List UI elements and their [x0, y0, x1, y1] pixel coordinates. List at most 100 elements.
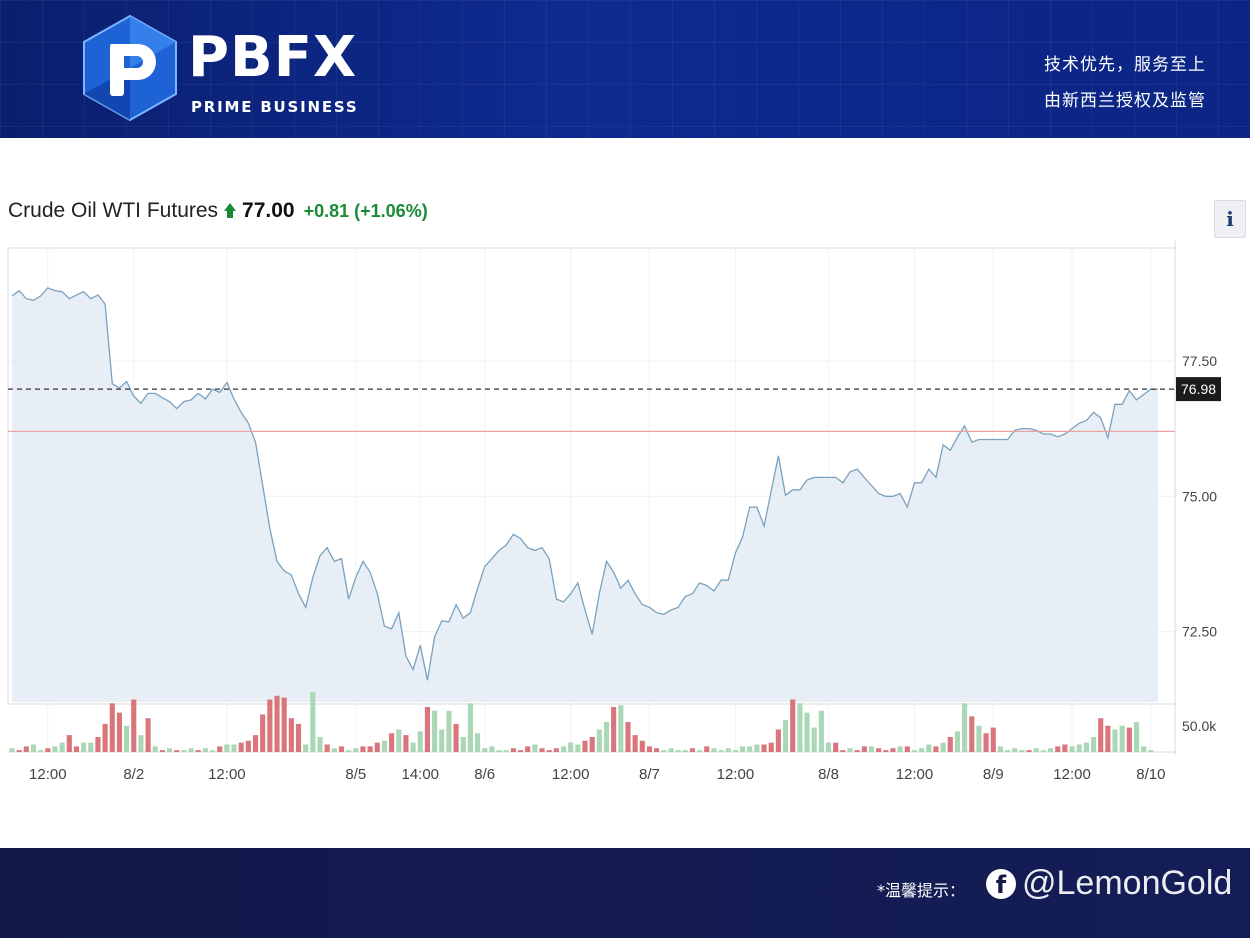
x-tick-label: 12:00	[896, 766, 934, 783]
volume-bar	[446, 710, 452, 752]
volume-bar	[260, 714, 266, 752]
volume-bar	[1083, 742, 1089, 752]
info-button[interactable]: i	[1214, 200, 1246, 238]
volume-bar	[689, 748, 695, 752]
last-price: 77.00	[242, 199, 295, 222]
bottom-banner	[0, 848, 1250, 938]
volume-bar	[396, 729, 402, 752]
volume-bar	[489, 746, 495, 752]
volume-bar	[976, 725, 982, 752]
volume-bar	[417, 731, 423, 752]
price-chart: 72.50 75.00 77.50 76.98 50.0k 12:00 8/2 12:00 8/…	[7, 240, 1221, 783]
volume-bar	[818, 710, 824, 752]
volume-bar	[639, 740, 645, 752]
volume-bar	[145, 718, 151, 752]
volume-bar	[410, 742, 416, 752]
volume-bar	[209, 750, 216, 752]
volume-bar	[338, 746, 345, 752]
volume-bar	[546, 750, 552, 752]
volume-axis-label: 50.0k	[1182, 718, 1217, 734]
volume-bar	[174, 750, 180, 752]
current-price-tag	[1176, 377, 1221, 402]
volume-bar	[1062, 744, 1068, 752]
x-tick-label: 14:00	[401, 766, 439, 783]
volume-bar	[804, 712, 810, 752]
logo-wordmark: PBFX	[188, 25, 358, 90]
x-tick-label: 8/6	[474, 766, 495, 783]
current-price-label: 76.98	[1181, 381, 1216, 397]
volume-bar	[1141, 746, 1147, 752]
volume-bar	[1090, 737, 1097, 752]
pbfx-logo-icon	[83, 14, 177, 122]
volume-bar	[718, 750, 724, 752]
x-tick-label: 8/9	[983, 766, 1004, 783]
volume-bar	[95, 737, 101, 752]
volume-bar	[245, 740, 251, 752]
volume-bar	[1026, 750, 1032, 752]
volume-bar	[303, 744, 309, 752]
volume-bar	[367, 746, 373, 752]
volume-bar	[532, 744, 538, 752]
volume-bar	[983, 733, 989, 752]
volume-bar	[940, 742, 946, 752]
watermark-text: @LemonGold	[1022, 864, 1233, 902]
y-tick-label: 75.00	[1182, 488, 1217, 504]
volume-bar	[331, 748, 337, 752]
volume-bar	[654, 748, 660, 752]
volume-bar	[167, 748, 173, 752]
volume-bar	[883, 750, 889, 752]
volume-bar	[73, 746, 80, 752]
up-arrow-icon	[224, 203, 237, 219]
volume-bar	[740, 746, 746, 752]
banner-pattern	[0, 0, 1250, 138]
volume-bar	[1033, 748, 1039, 752]
volume-bar	[1133, 722, 1140, 752]
volume-bar	[847, 748, 853, 752]
y-tick-label: 72.50	[1182, 624, 1217, 640]
logo-subtitle: PRIME BUSINESS	[191, 98, 359, 116]
volume-bar	[625, 722, 631, 752]
volume-bar	[797, 703, 803, 752]
volume-bar	[317, 737, 323, 752]
volume-bar	[675, 750, 681, 752]
price-change: +0.81 (+1.06%)	[303, 200, 428, 221]
volume-bar	[81, 742, 87, 752]
volume-bar	[954, 731, 961, 752]
volume-bar	[152, 746, 158, 752]
volume-bar	[1112, 729, 1118, 752]
volume-bar	[503, 750, 509, 752]
volume-bar	[188, 748, 194, 752]
volume-bar	[1005, 750, 1011, 752]
volume-bar	[324, 744, 330, 752]
volume-bar	[933, 746, 939, 752]
top-banner: PBFX PRIME BUSINESS 技术优先，服务至上 由新西兰授权及监管	[0, 0, 1250, 138]
volume-bar	[23, 746, 29, 752]
volume-bar	[911, 750, 918, 752]
volume-bar	[131, 699, 137, 752]
volume-bar	[646, 746, 653, 752]
volume-bar	[159, 750, 165, 752]
volume-bar	[109, 703, 115, 752]
volume-bar	[1119, 725, 1125, 752]
volume-bar	[754, 744, 760, 752]
volume-bar	[711, 748, 717, 752]
volume-bar	[360, 746, 366, 752]
volume-bar	[1040, 750, 1046, 752]
volume-bar	[568, 742, 574, 752]
volume-bar	[346, 750, 352, 752]
volume-bar	[997, 746, 1003, 752]
volume-bar	[618, 705, 624, 752]
volume-bar	[747, 746, 753, 752]
volume-bar	[876, 748, 882, 752]
volume-bar	[16, 750, 22, 752]
slogan-line-1: 技术优先，服务至上	[1044, 55, 1206, 75]
volume-bar	[704, 746, 710, 752]
volume-bar	[181, 750, 187, 752]
volume-bar	[904, 746, 910, 752]
volume-bar	[790, 699, 796, 752]
volume-bar	[840, 750, 846, 752]
volume-bar	[424, 707, 430, 752]
volume-bar	[231, 744, 237, 752]
volume-bar	[510, 748, 516, 752]
volume-bar	[1098, 718, 1104, 752]
